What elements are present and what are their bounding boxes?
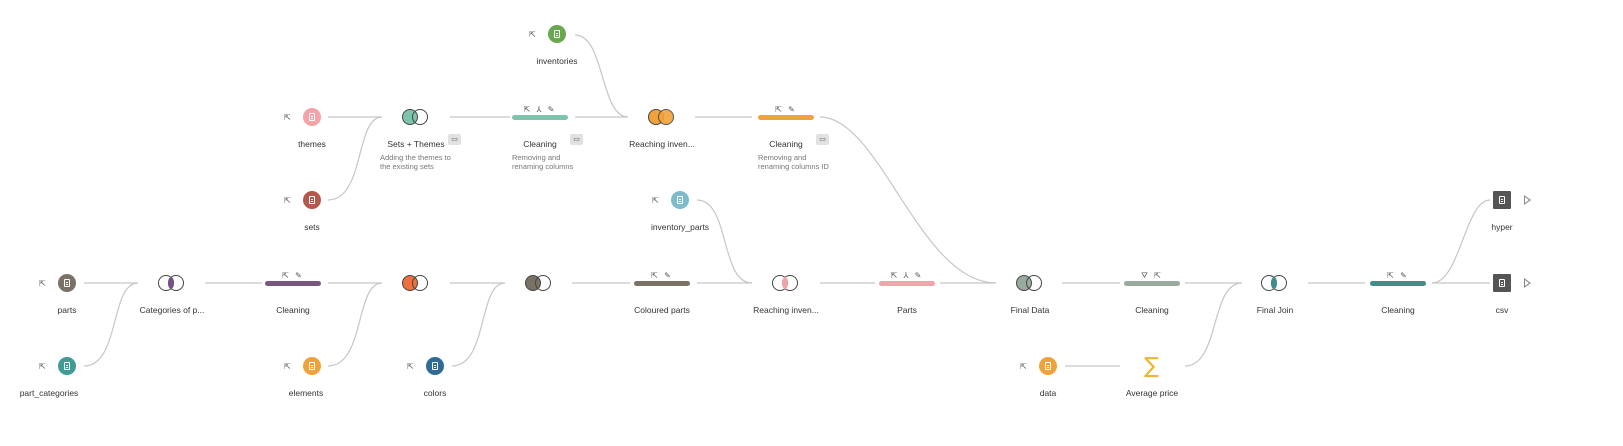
step-change-icons: ⇱ ✎: [282, 271, 304, 280]
join-right-circle: [412, 109, 428, 125]
join-intersection: [168, 277, 174, 289]
node-description: Adding the themes to the existing sets: [380, 153, 451, 171]
node-description: Removing and renaming columns ID: [758, 153, 829, 171]
node-label: Categories of p...: [139, 305, 205, 315]
join-intersection: [1271, 277, 1277, 289]
edge-sets-sets-themes: [327, 116, 383, 201]
input-edit-icon[interactable]: ⇱: [284, 362, 291, 371]
node-label: inventories: [536, 56, 578, 66]
node-label: Cleaning: [523, 139, 557, 149]
file-icon: [1493, 191, 1511, 209]
step-change-icons: ⇱ ⅄ ✎: [890, 271, 924, 280]
step-bar: [512, 115, 568, 120]
input-edit-icon[interactable]: ⇱: [284, 113, 291, 122]
sigma-icon: ∑: [1144, 354, 1159, 379]
file-icon: [426, 357, 444, 375]
input-edit-icon[interactable]: ⇱: [652, 196, 659, 205]
input-edit-icon[interactable]: ⇱: [407, 362, 414, 371]
join-right-circle: [412, 275, 428, 291]
node-label: part_categories: [19, 388, 79, 398]
edge-inventories-reaching: [574, 34, 629, 118]
node-label: data: [1039, 388, 1057, 398]
comment-icon[interactable]: ▭: [570, 134, 583, 145]
node-label: sets: [304, 222, 320, 232]
file-icon: [58, 357, 76, 375]
node-label: Reaching inven...: [753, 305, 819, 315]
edge-cleaning5-hyper: [1431, 199, 1491, 284]
file-icon: [548, 25, 566, 43]
edge-cleaning2-final-data: [819, 116, 997, 284]
join-right-circle: [535, 275, 551, 291]
file-icon: [303, 357, 321, 375]
node-label: Average price: [1125, 388, 1179, 398]
input-edit-icon[interactable]: ⇱: [39, 279, 46, 288]
node-label: themes: [298, 139, 326, 149]
input-edit-icon[interactable]: ⇱: [39, 362, 46, 371]
node-description: Removing and renaming columns: [512, 153, 574, 171]
node-label: Final Join: [1256, 305, 1294, 315]
node-label: Cleaning: [769, 139, 803, 149]
step-change-icons: ⇱ ✎: [775, 105, 797, 114]
file-icon: [1039, 357, 1057, 375]
comment-icon[interactable]: ▭: [816, 134, 829, 145]
step-change-icons: ⇱ ✎: [1387, 271, 1409, 280]
input-edit-icon[interactable]: ⇱: [284, 196, 291, 205]
step-bar: [1370, 281, 1426, 286]
node-label: inventory_parts: [650, 222, 710, 232]
file-icon: [671, 191, 689, 209]
step-bar: [1124, 281, 1180, 286]
edge-inventory-parts-reaching2: [696, 199, 753, 284]
node-label: Cleaning: [1381, 305, 1415, 315]
node-label: hyper: [1491, 222, 1513, 232]
file-icon: [303, 191, 321, 209]
comment-icon[interactable]: ▭: [448, 134, 461, 145]
node-label: Cleaning: [276, 305, 310, 315]
node-label: parts: [57, 305, 77, 315]
input-edit-icon[interactable]: ⇱: [1020, 362, 1027, 371]
step-bar: [879, 281, 935, 286]
edge-elements-join: [327, 282, 383, 367]
file-icon: [303, 108, 321, 126]
edge-part-categories-categories: [83, 282, 139, 367]
join-intersection: [782, 277, 788, 289]
node-label: Cleaning: [1135, 305, 1169, 315]
node-label: elements: [288, 388, 324, 398]
node-label: Reaching inven...: [629, 139, 695, 149]
input-edit-icon[interactable]: ⇱: [529, 30, 536, 39]
join-right-circle: [658, 109, 674, 125]
node-label: csv: [1495, 305, 1509, 315]
step-bar: [758, 115, 814, 120]
run-flow-icon[interactable]: [1524, 278, 1531, 288]
run-flow-icon[interactable]: [1524, 195, 1531, 205]
step-change-icons: ⛛ ⇱: [1141, 271, 1163, 280]
file-icon: [58, 274, 76, 292]
node-label: colors: [423, 388, 447, 398]
step-change-icons: ⇱ ⅄ ✎: [523, 105, 557, 114]
step-change-icons: ⇱ ✎: [651, 271, 673, 280]
node-label: Parts: [897, 305, 917, 315]
step-bar: [634, 281, 690, 286]
file-icon: [1493, 274, 1511, 292]
node-label: Sets + Themes: [387, 139, 445, 149]
join-right-circle: [1026, 275, 1042, 291]
node-label: Final Data: [1010, 305, 1050, 315]
step-bar: [265, 281, 321, 286]
edge-colors-join-colors: [451, 282, 506, 367]
edge-average-price-final-join: [1184, 282, 1243, 367]
node-label: Coloured parts: [634, 305, 690, 315]
